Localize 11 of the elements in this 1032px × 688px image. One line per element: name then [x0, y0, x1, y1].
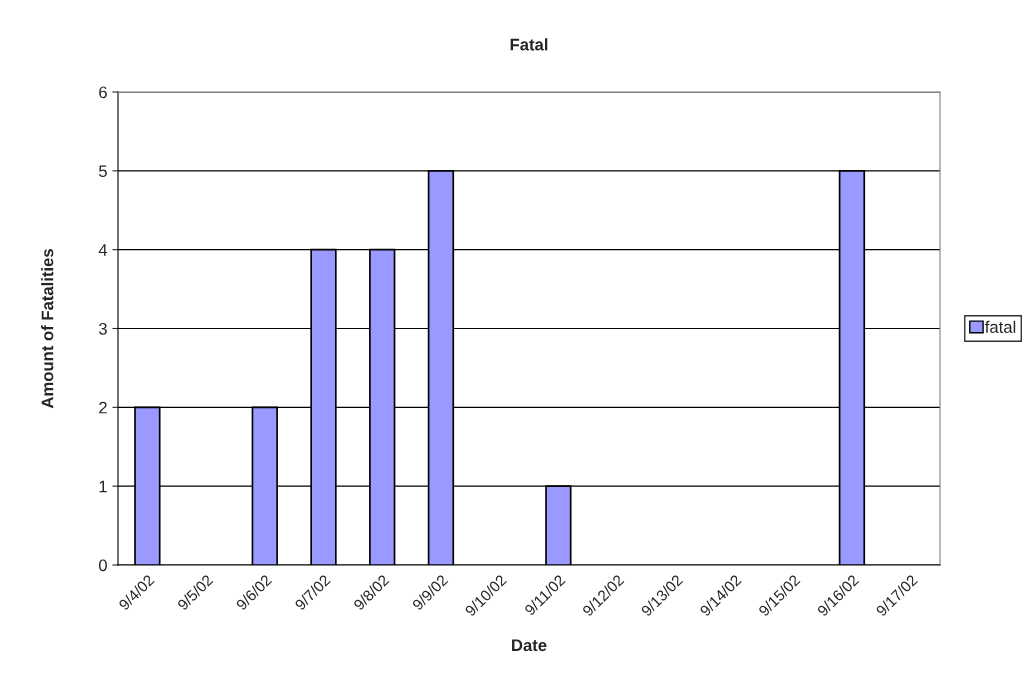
y-tick-label: 3 — [98, 322, 107, 335]
y-axis-title: Amount of Fatalities — [41, 249, 54, 409]
chart-title: Fatal — [510, 38, 548, 51]
y-tick-label: 4 — [98, 244, 108, 256]
y-tick-label: 1 — [99, 480, 107, 493]
y-tick-label: 5 — [98, 165, 107, 178]
y-tick-label: 2 — [99, 401, 107, 414]
x-axis-title: Date — [512, 639, 547, 652]
y-tick-label: 6 — [99, 86, 107, 99]
y-tick-label: 0 — [98, 559, 107, 572]
legend-label: fatal — [985, 320, 1016, 333]
